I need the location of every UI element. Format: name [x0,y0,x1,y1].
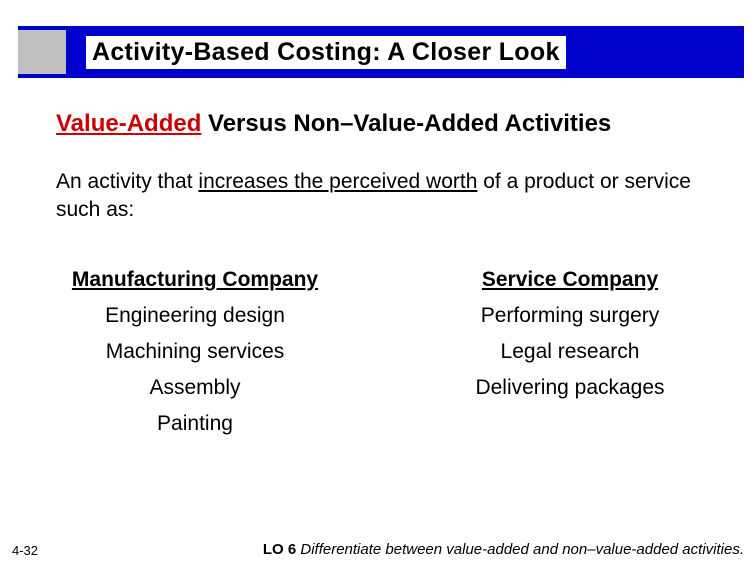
title-bar: Activity-Based Costing: A Closer Look [18,26,744,78]
left-column: Manufacturing Company Engineering design… [0,268,390,448]
right-column-header: Service Company [390,268,750,292]
list-item: Legal research [390,340,750,364]
description-underlined: increases the perceived worth [198,170,477,193]
subtitle-rest: Versus Non–Value-Added Activities [201,110,611,137]
title-icon-block [18,30,66,74]
lo-text: Differentiate between value-added and no… [296,541,744,558]
columns-container: Manufacturing Company Engineering design… [0,268,756,448]
list-item: Painting [0,412,390,436]
list-item: Assembly [0,376,390,400]
subtitle-emphasis: Value-Added [56,110,201,137]
left-column-header: Manufacturing Company [0,268,390,292]
subtitle: Value-Added Versus Non–Value-Added Activ… [56,110,611,138]
description-pre: An activity that [56,170,198,193]
list-item: Engineering design [0,304,390,328]
learning-objective: LO 6 Differentiate between value-added a… [263,541,744,558]
slide-title: Activity-Based Costing: A Closer Look [86,36,566,69]
lo-label: LO 6 [263,541,296,558]
right-column: Service Company Performing surgery Legal… [390,268,750,448]
list-item: Performing surgery [390,304,750,328]
list-item: Delivering packages [390,376,750,400]
list-item: Machining services [0,340,390,364]
description: An activity that increases the perceived… [56,168,726,225]
page-number: 4-32 [12,543,38,558]
